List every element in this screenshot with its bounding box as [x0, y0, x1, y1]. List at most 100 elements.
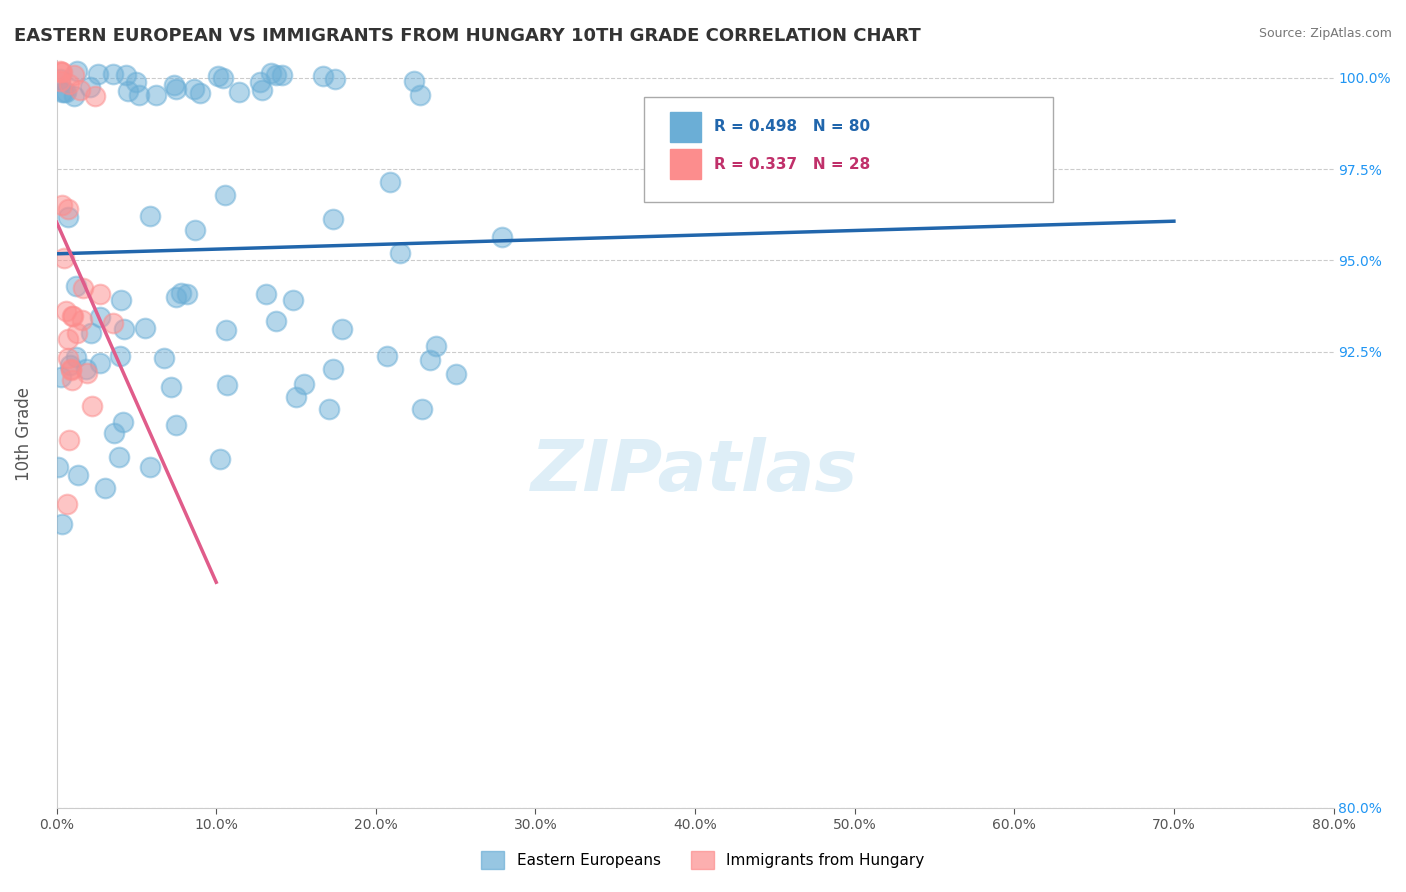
Point [411, 402, 433, 417]
Point [145, 88, 167, 103]
Point [60, 362, 83, 376]
Point [66, 326, 89, 340]
Point [183, 82, 205, 96]
Point [51, 516, 73, 531]
Point [66, 64, 89, 78]
Point [60, 373, 83, 387]
Point [60, 362, 83, 376]
Point [87, 67, 110, 81]
Point [103, 316, 125, 330]
Point [252, 83, 274, 97]
Point [46, 460, 69, 475]
Point [425, 339, 447, 353]
Point [270, 69, 292, 83]
Point [115, 69, 138, 83]
Point [402, 74, 425, 88]
Text: ZIPatlas: ZIPatlas [531, 437, 859, 506]
Point [125, 75, 148, 89]
Point [117, 84, 139, 98]
Point [93, 481, 115, 495]
Point [215, 377, 238, 392]
Point [212, 70, 235, 85]
Point [52, 85, 75, 99]
Point [214, 188, 236, 202]
Point [55, 304, 77, 318]
Point [56, 497, 79, 511]
Point [65, 278, 87, 293]
Point [49, 72, 72, 87]
Point [58, 78, 80, 92]
Point [69, 83, 91, 97]
Point [103, 426, 125, 441]
Point [51, 65, 73, 79]
Point [249, 75, 271, 89]
Bar [669, 149, 702, 179]
Point [51, 198, 73, 212]
Point [152, 351, 174, 366]
Point [285, 390, 308, 404]
Point [444, 367, 467, 381]
Point [188, 86, 211, 100]
Point [63, 89, 86, 103]
Point [183, 223, 205, 237]
Point [56, 351, 79, 366]
Point [63, 68, 86, 82]
Point [55, 85, 77, 99]
Point [75, 361, 97, 376]
Point [162, 78, 184, 92]
Point [139, 459, 162, 474]
Point [49, 74, 72, 88]
Point [56, 332, 79, 346]
Point [80, 326, 103, 341]
Text: EASTERN EUROPEAN VS IMMIGRANTS FROM HUNGARY 10TH GRADE CORRELATION CHART: EASTERN EUROPEAN VS IMMIGRANTS FROM HUNG… [14, 27, 921, 45]
Point [215, 323, 238, 337]
Point [259, 66, 281, 80]
Point [159, 380, 181, 394]
Point [322, 212, 344, 227]
Point [389, 246, 412, 260]
Point [51, 85, 73, 99]
Legend: Eastern Europeans, Immigrants from Hungary: Eastern Europeans, Immigrants from Hunga… [475, 845, 931, 875]
Point [53, 251, 76, 265]
Point [89, 356, 111, 370]
Text: R = 0.337   N = 28: R = 0.337 N = 28 [714, 157, 870, 172]
Point [76, 366, 98, 380]
Point [228, 85, 250, 99]
Point [325, 72, 347, 87]
Point [264, 314, 287, 328]
Point [281, 293, 304, 308]
Point [266, 68, 288, 82]
Point [375, 349, 398, 363]
Y-axis label: 10th Grade: 10th Grade [15, 387, 32, 481]
Point [419, 353, 441, 368]
Point [378, 175, 401, 189]
Point [318, 401, 340, 416]
Point [165, 290, 187, 304]
Point [80, 399, 103, 413]
Point [207, 69, 229, 83]
Point [51, 65, 73, 79]
Point [110, 293, 132, 307]
Point [165, 82, 187, 96]
Point [59, 358, 82, 372]
Point [292, 376, 315, 391]
Point [72, 281, 94, 295]
Point [56, 202, 79, 216]
Point [139, 209, 162, 223]
Point [409, 87, 432, 102]
Point [56, 211, 79, 225]
Point [89, 310, 111, 325]
Point [169, 286, 191, 301]
Point [49, 63, 72, 78]
Point [176, 286, 198, 301]
Bar [669, 112, 702, 142]
Point [62, 309, 84, 323]
Point [65, 351, 87, 365]
Text: Source: ZipAtlas.com: Source: ZipAtlas.com [1258, 27, 1392, 40]
Point [209, 451, 232, 466]
Point [49, 370, 72, 384]
Text: R = 0.498   N = 80: R = 0.498 N = 80 [714, 120, 870, 135]
Point [254, 287, 277, 301]
Point [165, 418, 187, 433]
FancyBboxPatch shape [644, 97, 1053, 202]
